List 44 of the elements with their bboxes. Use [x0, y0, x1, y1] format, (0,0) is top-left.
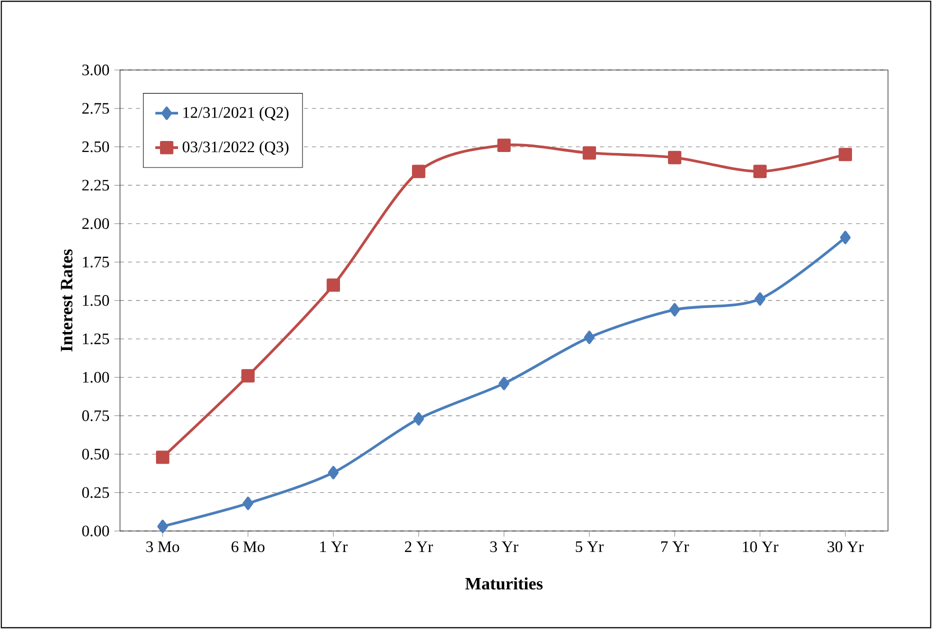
x-tick-label: 5 Yr [576, 541, 604, 552]
y-tick-label: 2.50 [82, 141, 109, 152]
point [157, 520, 168, 534]
point [584, 330, 595, 344]
y-axis-title: Interest Rates [60, 249, 72, 352]
point [241, 369, 255, 382]
point [497, 138, 511, 152]
point [668, 150, 682, 164]
point [754, 292, 766, 306]
y-tick-label: 1.50 [83, 295, 109, 306]
y-tick-label: 2.75 [82, 102, 109, 114]
x-tick-label: 3 Yr [490, 541, 518, 552]
y-tick-label: 1.75 [83, 256, 109, 268]
legend-label: 12/31/2021 (Q2) [183, 106, 288, 122]
y-tick-label: 2.00 [82, 218, 109, 230]
point [753, 164, 767, 178]
x-tick-label: 2 Yr [404, 541, 433, 552]
point [156, 450, 170, 464]
point [326, 278, 340, 292]
y-tick-label: 0.00 [82, 526, 109, 536]
y-tick-label: 2.25 [82, 180, 109, 191]
y-tick-label: 0.75 [82, 410, 109, 422]
point [498, 376, 510, 390]
y-tick-label: 1.25 [83, 334, 109, 344]
legend-label: 03/31/2022 (Q3) [182, 141, 288, 156]
point [242, 496, 254, 510]
point [838, 148, 852, 162]
x-tick-label: 3 Mo [146, 541, 180, 552]
point [412, 164, 426, 178]
point [413, 412, 424, 426]
y-tick-label: 3.00 [82, 64, 109, 76]
y-tick-label: 1.00 [83, 372, 109, 383]
point [669, 303, 680, 316]
point [328, 466, 339, 480]
x-tick-label: 30 Yr [828, 541, 864, 552]
x-tick-label: 1 Yr [320, 541, 348, 552]
x-tick-label: 6 Mo [232, 541, 264, 552]
point [840, 230, 851, 244]
y-tick-label: 0.50 [82, 448, 109, 460]
y-tick-label: 0.25 [82, 487, 109, 498]
x-tick-label: 7 Yr [661, 541, 689, 552]
x-axis-title: Maturities [465, 577, 543, 590]
point [582, 146, 596, 160]
x-tick-label: 10 Yr [742, 541, 778, 552]
